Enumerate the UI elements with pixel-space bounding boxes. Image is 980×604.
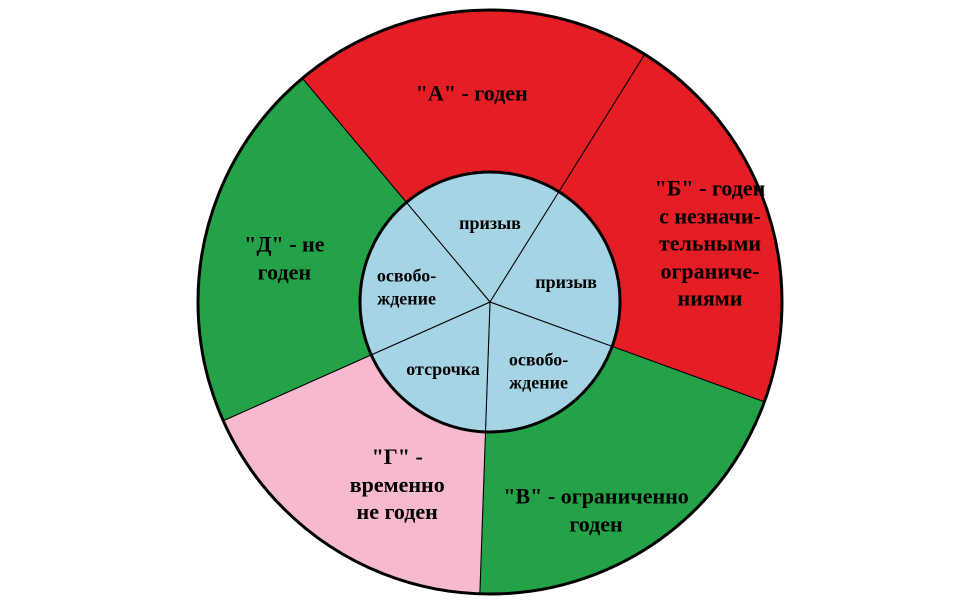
inner-label-V: освобо- ждение xyxy=(509,349,568,394)
outer-label-G: "Г" - временно не годен xyxy=(350,443,445,526)
outer-label-A: "А" - годен xyxy=(416,79,528,107)
inner-label-G: отсрочка xyxy=(406,358,480,381)
outer-label-D: "Д" - не годен xyxy=(244,231,324,286)
outer-label-B: "Б" - годен с незначи- тельными ограниче… xyxy=(655,174,766,312)
inner-label-B: призыв xyxy=(535,270,597,293)
chart-stage: "А" - годен призыв "Б" - годен с незначи- … xyxy=(0,0,980,604)
outer-label-V: "В" - ограниченно годен xyxy=(503,483,689,538)
inner-label-D: освобо- ждение xyxy=(377,265,436,310)
inner-label-A: призыв xyxy=(459,212,521,235)
